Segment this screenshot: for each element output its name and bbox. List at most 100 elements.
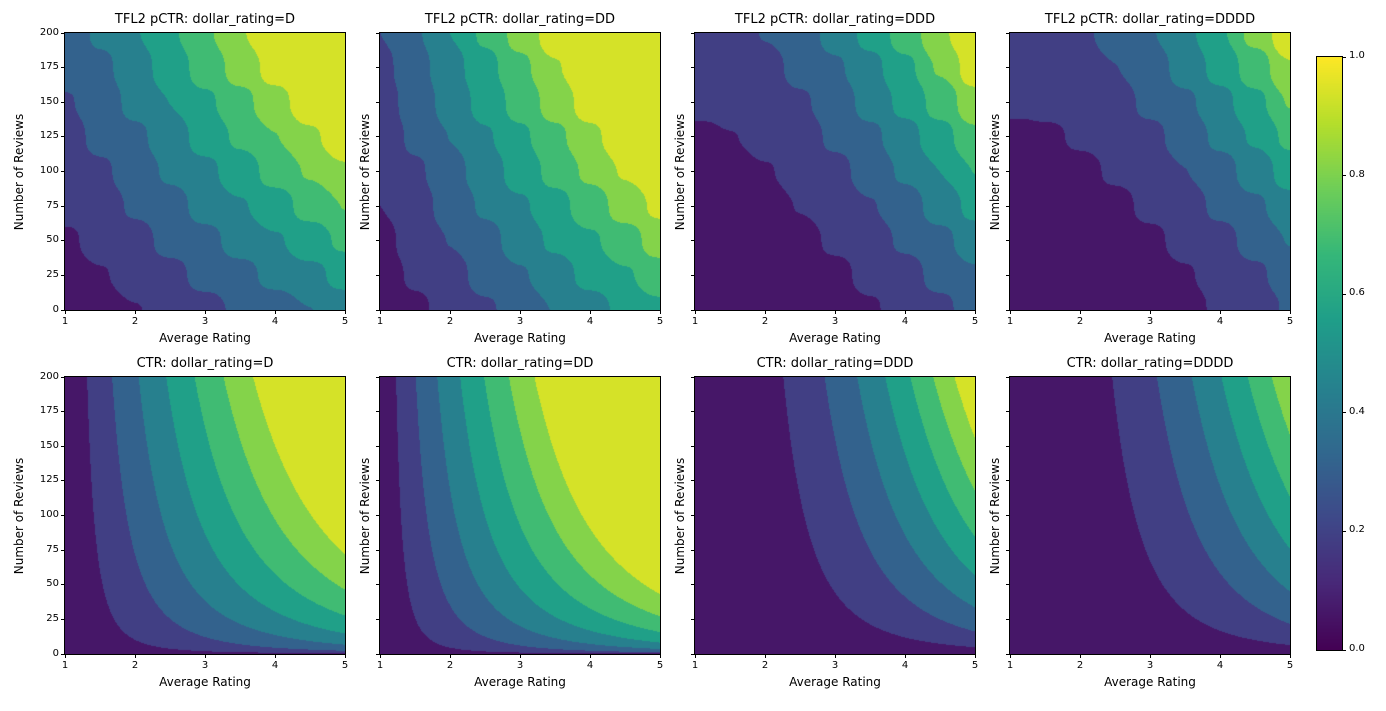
colorbar-tick-mark [1342, 412, 1346, 414]
y-tick-mark [376, 445, 380, 447]
y-tick-mark [1006, 480, 1010, 482]
subplot-title: TFL2 pCTR: dollar_rating=D [114, 12, 296, 27]
contour-plot-canvas [694, 376, 976, 655]
y-tick-mark [61, 240, 65, 242]
y-tick-label: 200 [39, 370, 59, 382]
x-tick-label: 5 [656, 660, 664, 671]
x-axis-label: Average Rating [159, 331, 251, 345]
contour-plot-canvas [1009, 376, 1291, 655]
y-axis-label: Number of Reviews [673, 113, 687, 230]
x-tick-mark [904, 310, 906, 314]
subplot-title: CTR: dollar_rating=D [136, 356, 274, 371]
x-tick-mark [274, 310, 276, 314]
y-tick-mark [376, 171, 380, 172]
x-tick-mark [1009, 310, 1011, 314]
y-tick-mark [1006, 240, 1010, 242]
x-tick-mark [1289, 310, 1291, 314]
x-tick-mark [1219, 654, 1221, 658]
colorbar-tick-label: 0.6 [1349, 287, 1365, 299]
x-tick-label: 5 [656, 316, 664, 327]
x-tick-mark [659, 654, 661, 658]
x-tick-mark [1289, 654, 1291, 658]
y-axis-label: Number of Reviews [358, 457, 372, 574]
x-tick-mark [344, 310, 346, 314]
x-tick-label: 3 [1146, 316, 1154, 327]
colorbar-gradient-canvas [1316, 56, 1343, 651]
x-tick-mark [1149, 310, 1151, 314]
y-tick-mark [61, 411, 65, 413]
y-tick-mark [61, 309, 65, 311]
x-tick-mark [659, 310, 661, 314]
x-tick-mark [1149, 654, 1151, 658]
x-tick-mark [134, 310, 136, 314]
x-tick-label: 5 [341, 316, 349, 327]
y-axis-label: Number of Reviews [673, 457, 687, 574]
y-tick-mark [376, 480, 380, 482]
x-tick-mark [449, 310, 451, 314]
y-tick-mark [61, 653, 65, 655]
contour-plot-canvas [64, 376, 346, 655]
x-tick-mark [64, 654, 66, 658]
x-tick-label: 1 [691, 660, 699, 671]
y-tick-mark [691, 205, 695, 207]
x-tick-label: 2 [446, 316, 454, 327]
x-tick-label: 1 [61, 316, 69, 327]
x-tick-label: 3 [516, 660, 524, 671]
y-tick-mark [61, 32, 65, 34]
x-tick-label: 4 [271, 660, 279, 671]
y-axis-label: Number of Reviews [988, 113, 1002, 230]
y-axis-label: Number of Reviews [12, 457, 26, 574]
colorbar: 0.0 0.2 0.4 0.6 0.8 1.0 [1316, 50, 1365, 654]
colorbar-tick-label: 0.2 [1349, 524, 1365, 536]
x-tick-label: 2 [131, 660, 139, 671]
x-tick-mark [1219, 310, 1221, 314]
x-tick-label: 1 [376, 316, 384, 327]
y-tick-label: 125 [39, 474, 59, 486]
x-tick-mark [64, 310, 66, 314]
y-tick-mark [376, 411, 380, 413]
y-tick-label: 200 [39, 26, 59, 38]
y-tick-mark [691, 309, 695, 311]
y-tick-mark [691, 240, 695, 242]
y-tick-mark [376, 653, 380, 655]
x-tick-mark [379, 310, 381, 314]
y-tick-label: 175 [39, 61, 59, 73]
x-axis-label: Average Rating [159, 675, 251, 689]
x-tick-label: 4 [901, 660, 909, 671]
y-tick-label: 75 [46, 543, 59, 555]
y-tick-mark [691, 549, 695, 551]
x-tick-label: 4 [901, 316, 909, 327]
y-tick-mark [691, 480, 695, 482]
x-tick-mark [1079, 310, 1081, 314]
y-tick-mark [691, 515, 695, 516]
x-tick-mark [589, 654, 591, 658]
y-tick-mark [376, 618, 380, 620]
x-tick-label: 1 [376, 660, 384, 671]
y-tick-mark [691, 136, 695, 138]
y-tick-mark [1006, 205, 1010, 207]
y-tick-mark [61, 445, 65, 447]
x-tick-mark [834, 654, 836, 658]
contour-plot-canvas [379, 32, 661, 311]
y-tick-mark [1006, 274, 1010, 276]
y-tick-mark [376, 205, 380, 207]
y-tick-label: 100 [39, 509, 59, 520]
y-tick-mark [376, 32, 380, 34]
x-tick-label: 3 [516, 316, 524, 327]
colorbar-tick-mark [1342, 530, 1346, 532]
y-axis-label: Number of Reviews [358, 113, 372, 230]
y-tick-mark [691, 584, 695, 586]
x-tick-mark [764, 310, 766, 314]
x-tick-label: 5 [1286, 316, 1294, 327]
x-tick-label: 4 [586, 316, 594, 327]
y-tick-label: 75 [46, 199, 59, 211]
y-tick-mark [376, 515, 380, 516]
x-tick-mark [694, 310, 696, 314]
colorbar-tick-mark [1342, 649, 1346, 651]
x-tick-label: 2 [761, 660, 769, 671]
x-tick-label: 1 [61, 660, 69, 671]
x-tick-label: 2 [761, 316, 769, 327]
y-tick-mark [61, 136, 65, 138]
x-tick-mark [379, 654, 381, 658]
y-tick-mark [61, 101, 65, 103]
